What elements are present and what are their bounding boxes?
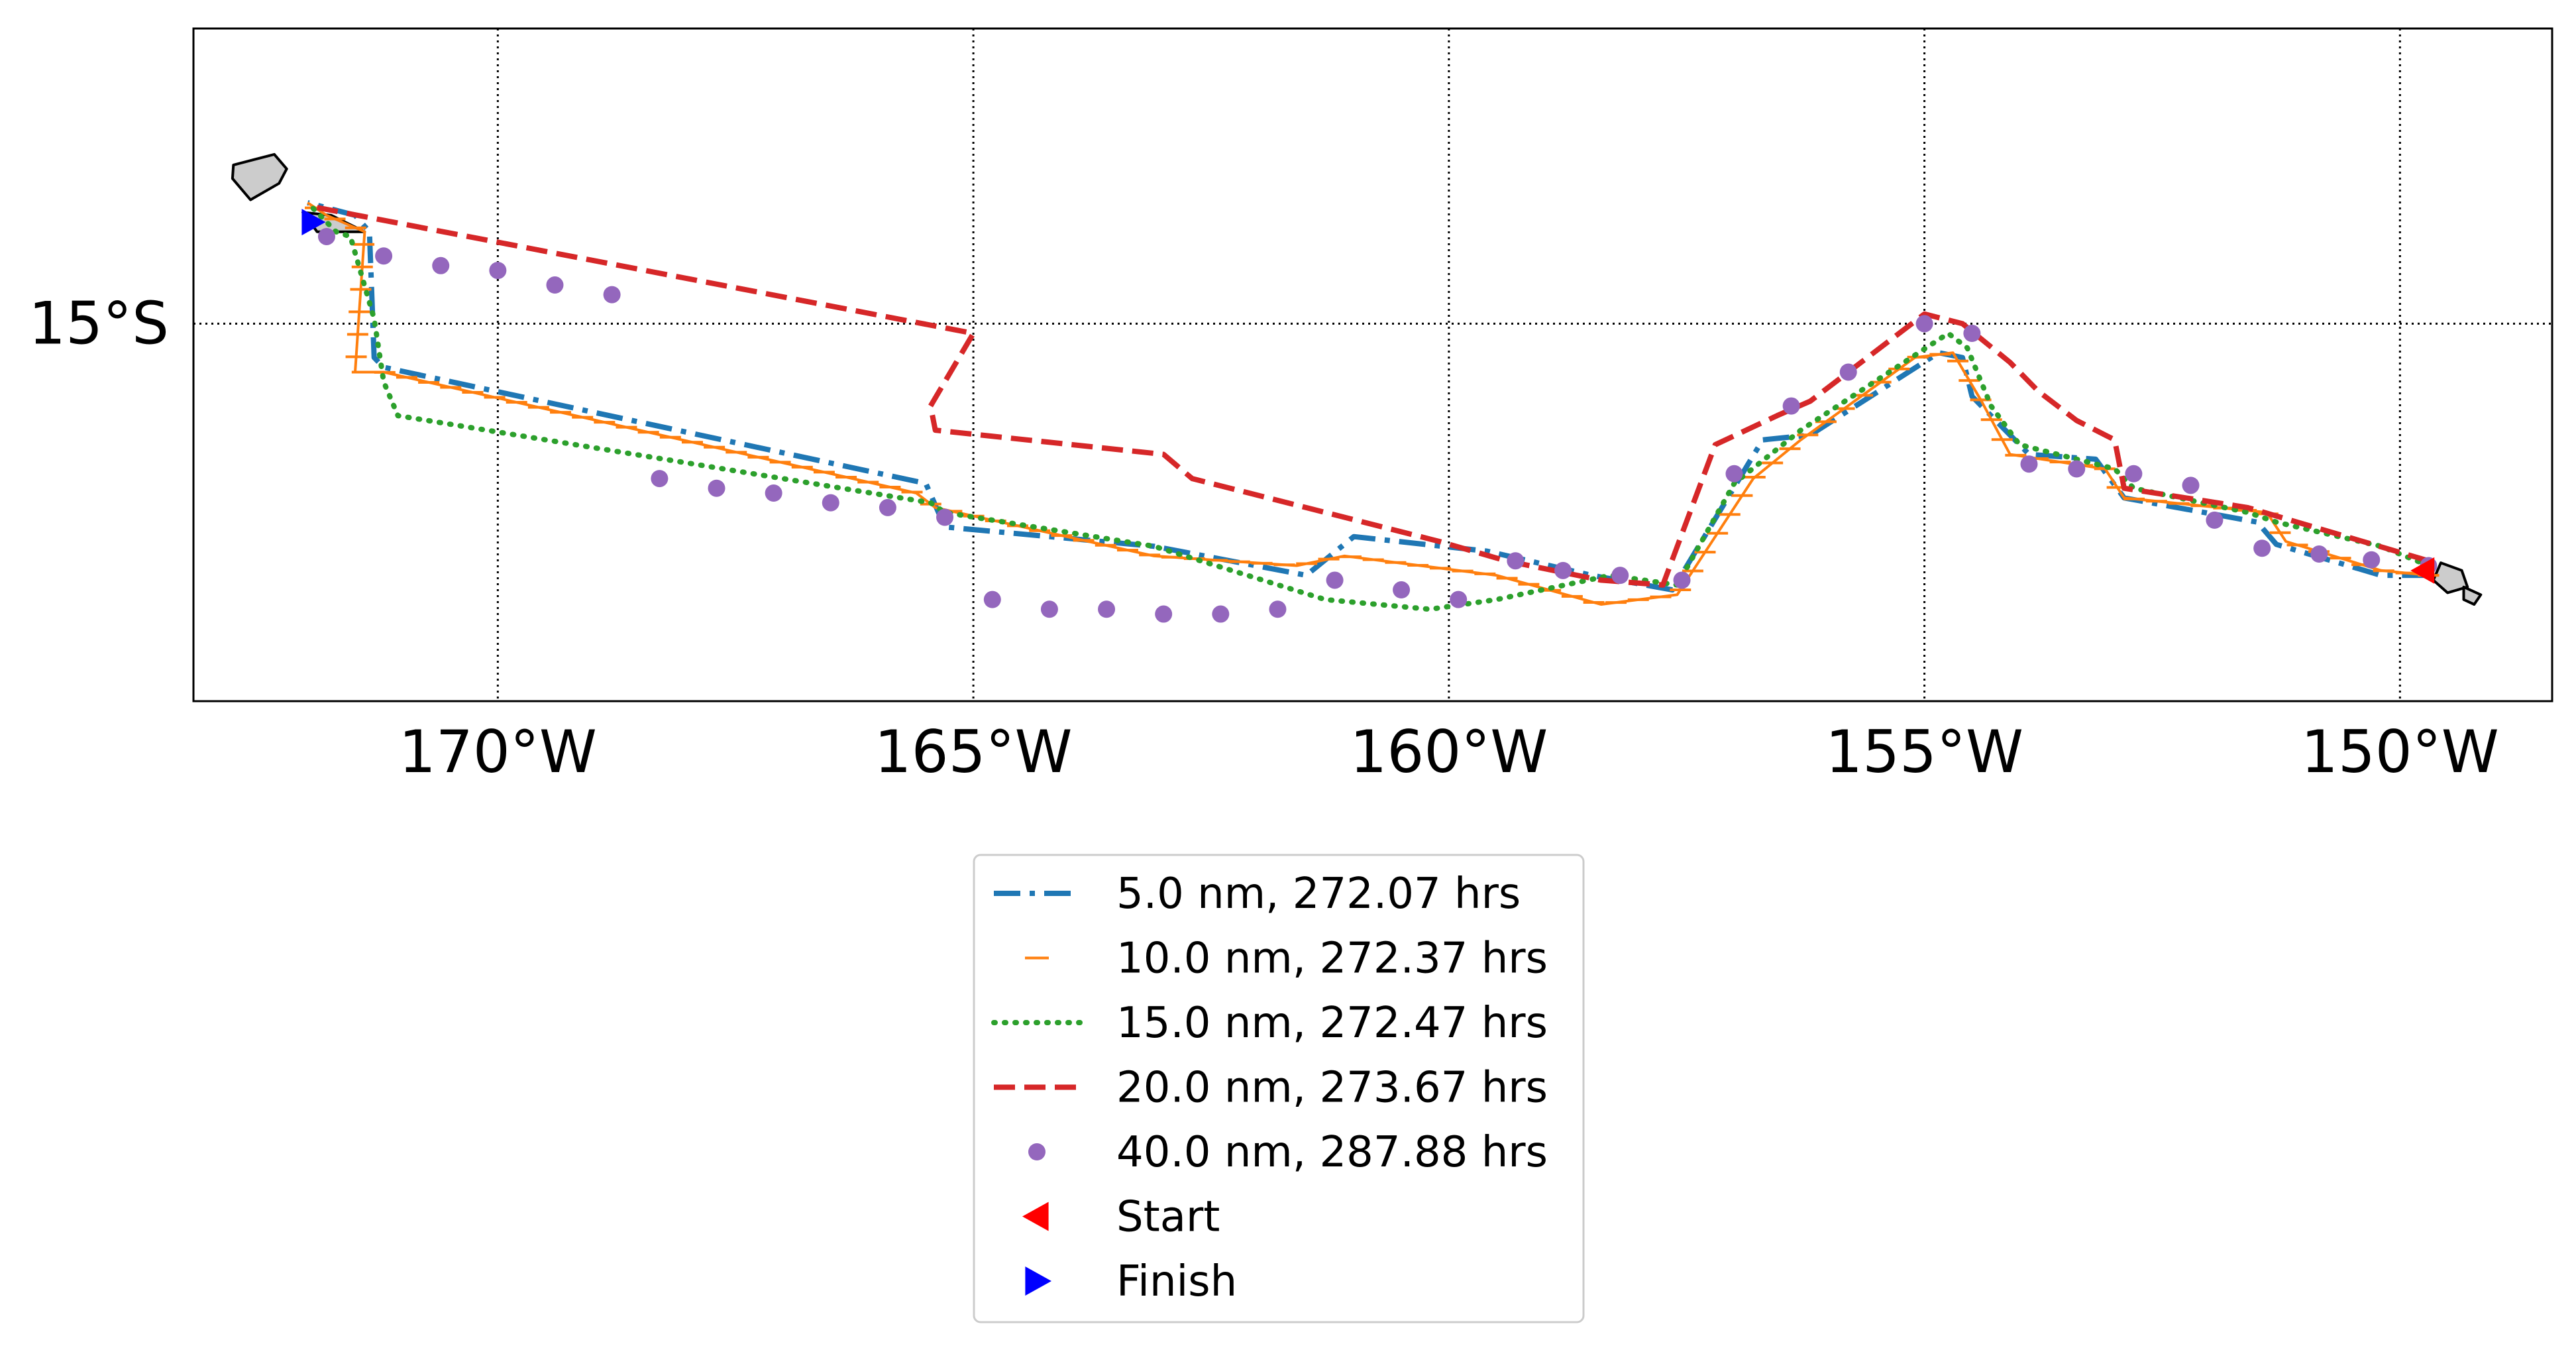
x-tick-label: 170°W bbox=[399, 718, 597, 786]
route-point bbox=[1673, 571, 1691, 589]
route-point bbox=[1155, 605, 1173, 623]
legend-item-0: 5.0 nm, 272.07 hrs bbox=[994, 870, 1521, 919]
route-point bbox=[1611, 567, 1629, 585]
route-point bbox=[375, 247, 393, 265]
route-point bbox=[2182, 477, 2200, 494]
legend-label: 10.0 nm, 272.37 hrs bbox=[1116, 934, 1548, 983]
route-point bbox=[2253, 539, 2271, 557]
route-point bbox=[651, 470, 669, 488]
route-40-0-nm-287-88-hrs bbox=[317, 227, 2438, 623]
route-point bbox=[1269, 600, 1287, 618]
route-point bbox=[1782, 397, 1800, 415]
route-point bbox=[546, 276, 564, 294]
legend-box bbox=[973, 854, 1585, 1323]
x-tick-label: 155°W bbox=[1825, 718, 2023, 786]
island-shape bbox=[2462, 585, 2483, 606]
route-point bbox=[2068, 460, 2086, 478]
route-point bbox=[765, 484, 782, 502]
route-point bbox=[2206, 511, 2224, 529]
legend-swatch bbox=[1028, 1143, 1046, 1160]
x-tick-label: 165°W bbox=[875, 718, 1073, 786]
legend-item-3: 20.0 nm, 273.67 hrs bbox=[994, 1064, 1548, 1113]
legend-item-4: 40.0 nm, 287.88 hrs bbox=[1028, 1128, 1548, 1177]
route-point bbox=[983, 590, 1001, 608]
route-point bbox=[1915, 315, 1933, 333]
route-point bbox=[822, 494, 839, 512]
start-marker bbox=[2410, 557, 2435, 584]
route-point bbox=[708, 479, 725, 497]
route-point bbox=[2020, 455, 2038, 473]
route-point bbox=[1507, 552, 1525, 570]
route-point bbox=[1725, 465, 1743, 482]
route-point bbox=[936, 508, 954, 526]
route-point bbox=[1098, 600, 1116, 618]
plot-frame bbox=[192, 27, 2553, 702]
route-point bbox=[317, 227, 335, 245]
legend-item-6: Finish bbox=[1025, 1257, 1237, 1306]
y-tick-label: 15°S bbox=[28, 289, 169, 357]
route-10-0-nm-272-37-hrs bbox=[307, 201, 2429, 606]
route-20-0-nm-273-67-hrs bbox=[316, 205, 2430, 588]
route-markers bbox=[301, 209, 2435, 584]
legend-item-5: Start bbox=[1022, 1193, 1220, 1242]
x-tick-label: 150°W bbox=[2301, 718, 2499, 786]
route-15-0-nm-272-47-hrs bbox=[305, 199, 2432, 612]
legend-label: Finish bbox=[1116, 1257, 1237, 1306]
route-point bbox=[603, 286, 621, 304]
route-point bbox=[2363, 551, 2381, 569]
finish-marker bbox=[301, 209, 326, 236]
grid-lines bbox=[193, 28, 2552, 701]
legend-label: 5.0 nm, 272.07 hrs bbox=[1116, 870, 1521, 919]
route-point bbox=[2125, 465, 2143, 482]
route-point bbox=[432, 256, 450, 274]
legend-item-2: 15.0 nm, 272.47 hrs bbox=[991, 999, 1548, 1048]
legend: 5.0 nm, 272.07 hrs 10.0 nm, 272.37 hrs 15.… bbox=[973, 854, 1585, 1323]
route-point bbox=[1450, 590, 1468, 608]
island-shape bbox=[2432, 561, 2469, 594]
legend-label: 40.0 nm, 287.88 hrs bbox=[1116, 1128, 1548, 1177]
route-point bbox=[879, 498, 896, 516]
legend-item-1: 10.0 nm, 272.37 hrs bbox=[1025, 934, 1548, 983]
legend-label: Start bbox=[1116, 1193, 1220, 1242]
route-point bbox=[1326, 571, 1344, 589]
route-point bbox=[1554, 561, 1572, 579]
route-point bbox=[1839, 363, 1857, 381]
route-series bbox=[305, 199, 2440, 623]
route-point bbox=[1393, 581, 1411, 599]
route-5-0-nm-272-07-hrs bbox=[307, 200, 2429, 593]
legend-swatch bbox=[1025, 1266, 1051, 1296]
route-point bbox=[1212, 605, 1230, 623]
x-tick-label: 160°W bbox=[1350, 718, 1548, 786]
route-point bbox=[1040, 600, 1058, 618]
legend-swatch bbox=[1022, 1202, 1049, 1231]
route-point bbox=[489, 262, 507, 280]
tick-labels: 170°W 165°W 160°W 155°W 150°W 15°S bbox=[28, 289, 2499, 786]
route-point bbox=[1963, 325, 1981, 343]
island-shape bbox=[231, 152, 288, 201]
legend-label: 20.0 nm, 273.67 hrs bbox=[1116, 1064, 1548, 1113]
route-point bbox=[2310, 545, 2328, 563]
legend-label: 15.0 nm, 272.47 hrs bbox=[1116, 999, 1548, 1048]
